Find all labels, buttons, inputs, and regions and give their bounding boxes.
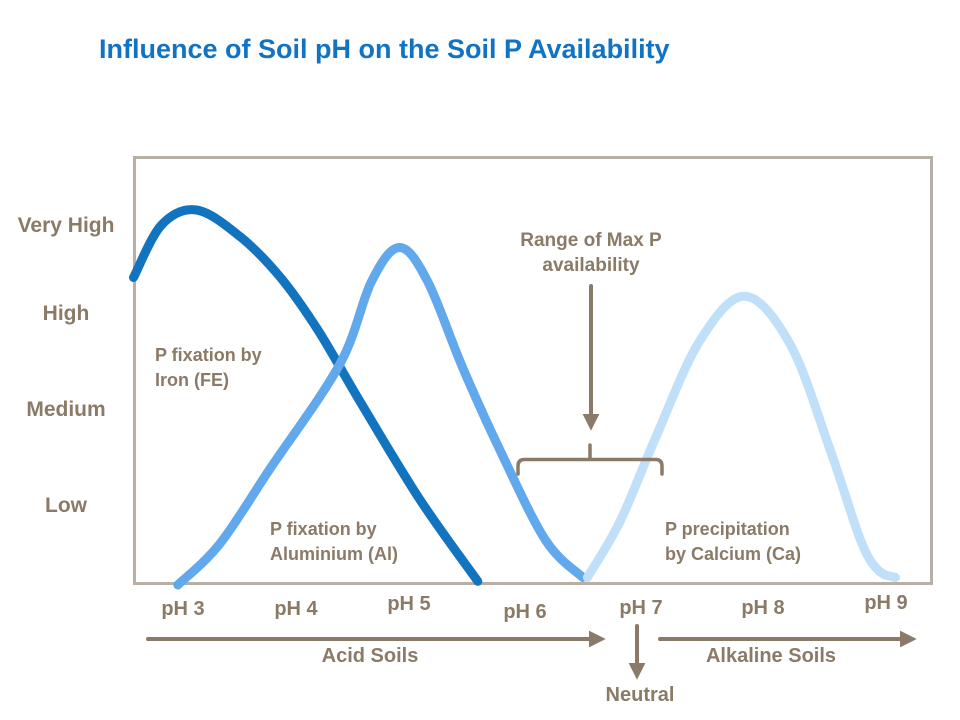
- alkaline-soils-label: Alkaline Soils: [705, 645, 837, 667]
- al-curve-label: P fixation by Aluminium (Al): [270, 517, 398, 567]
- ca-curve-label: P precipitation by Calcium (Ca): [665, 517, 801, 567]
- x-axis-label-ph3: pH 3: [161, 598, 205, 620]
- range-annotation: Range of Max P availability: [481, 228, 701, 278]
- y-axis-label-very-high: Very High: [17, 214, 115, 237]
- y-axis-label-medium: Medium: [26, 398, 106, 421]
- curves-group: [129, 205, 900, 590]
- neutral-label: Neutral: [605, 684, 675, 706]
- page-title: Influence of Soil pH on the Soil P Avail…: [99, 34, 670, 64]
- x-axis-label-ph8: pH 8: [741, 597, 785, 619]
- fe-curve-label-line2: Iron (FE): [155, 370, 229, 390]
- range-annotation-line2: availability: [542, 255, 640, 276]
- range-bracket: [516, 443, 664, 476]
- ca-curve: [582, 291, 900, 582]
- y-axis-label-low: Low: [45, 494, 87, 517]
- al-curve-label-line2: Aluminium (Al): [270, 544, 398, 564]
- fe-curve-label: P fixation by Iron (FE): [155, 343, 262, 393]
- fe-curve-label-line1: P fixation by: [155, 345, 262, 365]
- x-axis-label-ph5: pH 5: [387, 593, 431, 615]
- x-axis-label-ph7: pH 7: [619, 597, 663, 619]
- y-axis-label-high: High: [42, 302, 90, 325]
- range-annotation-line1: Range of Max P: [520, 230, 662, 251]
- al-curve: [173, 243, 588, 590]
- x-axis-label-ph4: pH 4: [274, 598, 318, 620]
- fe-curve: [129, 205, 483, 586]
- ca-curve-label-line1: P precipitation: [665, 519, 790, 539]
- x-axis-label-ph6: pH 6: [503, 601, 547, 623]
- ca-curve-label-line2: by Calcium (Ca): [665, 544, 802, 564]
- al-curve-label-line1: P fixation by: [270, 519, 377, 539]
- x-axis-label-ph9: pH 9: [864, 592, 908, 614]
- acid-soils-label: Acid Soils: [321, 645, 419, 667]
